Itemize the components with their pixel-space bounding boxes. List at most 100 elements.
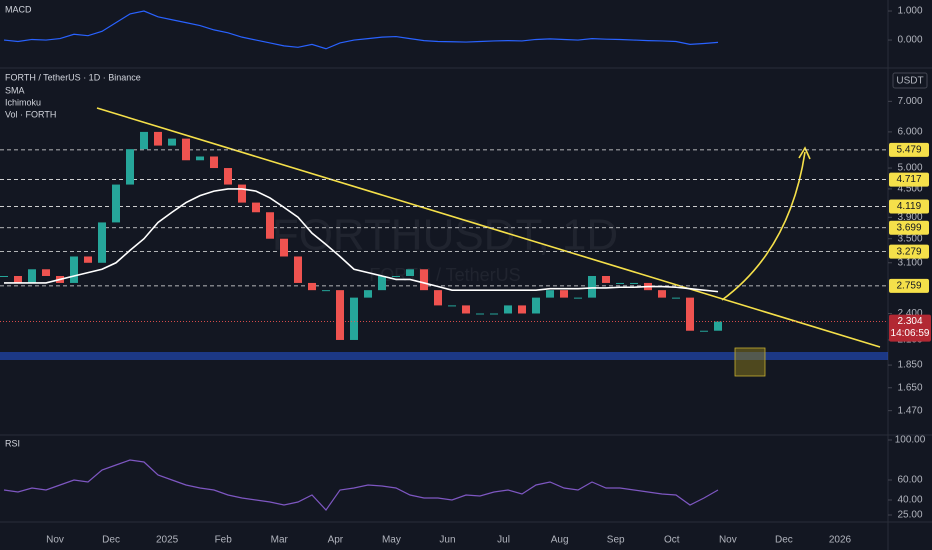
candle (238, 184, 246, 203)
level-label: 3.279 (896, 246, 921, 257)
candle (70, 256, 78, 283)
candle (210, 156, 218, 169)
y-tick-label: 40.00 (897, 495, 922, 506)
candle (98, 222, 106, 263)
trendline (96, 107, 881, 348)
candle (308, 282, 316, 291)
level-label: 5.479 (896, 145, 921, 156)
level-label-bg (889, 278, 929, 293)
y-tick-label: 1.850 (897, 360, 922, 371)
level-label: 2.759 (896, 281, 921, 292)
candle (700, 330, 708, 332)
currency-label: USDT (896, 76, 923, 87)
level-label: 4.119 (897, 201, 922, 212)
candle (140, 131, 148, 150)
last-price-label: 2.304 (897, 316, 922, 327)
arrow-head (798, 146, 811, 160)
x-tick-label: Jul (497, 535, 510, 546)
candle (224, 168, 232, 185)
candle (504, 305, 512, 314)
level-label-bg (889, 244, 929, 259)
indicator-label: SMA (5, 85, 25, 95)
candle (28, 269, 36, 283)
cloud-projection (734, 347, 766, 377)
candle (672, 297, 680, 299)
candle (182, 138, 190, 161)
candle (350, 297, 358, 340)
candle (392, 275, 400, 277)
x-tick-label: Aug (551, 535, 569, 546)
level-label: 4.717 (896, 174, 921, 185)
y-tick-label: 1.470 (897, 405, 922, 416)
y-tick-label: 3.500 (897, 233, 922, 244)
candle (280, 238, 288, 257)
candle (448, 305, 456, 307)
currency-box (892, 72, 928, 89)
x-tick-label: Apr (328, 535, 344, 546)
x-tick-label: Dec (775, 535, 793, 546)
candle (546, 290, 554, 298)
candle (518, 305, 526, 314)
last-price-bg (889, 314, 931, 342)
level-label-bg (889, 220, 929, 235)
candle (154, 131, 162, 146)
candle (14, 275, 22, 283)
candle (364, 290, 372, 298)
projection-arrow (721, 151, 806, 301)
countdown-label: 14:06:59 (891, 328, 930, 339)
x-tick-label: May (382, 535, 401, 546)
candle (84, 256, 92, 263)
level-label-bg (889, 172, 929, 187)
indicator-label: Vol · FORTH (5, 109, 56, 119)
candle (574, 297, 582, 299)
indicator-line (3, 10, 719, 50)
y-tick-label: 0.000 (897, 35, 922, 46)
x-tick-label: Feb (215, 535, 233, 546)
candle (602, 275, 610, 283)
candle (420, 269, 428, 291)
candle (378, 275, 386, 291)
y-tick-label: 3.100 (897, 257, 922, 268)
level-label-bg (889, 142, 929, 157)
candle (294, 256, 302, 283)
candle (322, 290, 330, 292)
candle (532, 297, 540, 314)
candle (168, 138, 176, 146)
x-tick-label: Jun (439, 535, 455, 546)
support-zone (0, 352, 888, 360)
y-tick-label: 100.00 (895, 435, 926, 446)
y-tick-label: 1.000 (897, 6, 922, 17)
x-tick-label: 2026 (829, 535, 852, 546)
indicator-label: Ichimoku (5, 97, 41, 107)
candle (434, 290, 442, 306)
watermark-sub: FORTH / TetherUS (369, 265, 520, 285)
candle (42, 269, 50, 276)
candle (658, 290, 666, 298)
candle (126, 149, 134, 185)
level-label: 3.699 (896, 222, 921, 233)
rsi-title: RSI (5, 438, 20, 448)
candle (560, 290, 568, 298)
price-title: FORTH / TetherUS · 1D · Binance (5, 72, 141, 82)
x-tick-label: Mar (271, 535, 289, 546)
candle (266, 212, 274, 239)
y-tick-label: 4.500 (897, 184, 922, 195)
candle (616, 282, 624, 284)
macd-title: MACD (5, 4, 32, 14)
y-tick-label: 60.00 (897, 475, 922, 486)
y-tick-label: 1.650 (897, 382, 922, 393)
watermark: FORTHUSDT, 1D (272, 211, 618, 260)
x-tick-label: Oct (664, 535, 680, 546)
candle (196, 156, 204, 161)
indicator-line (3, 459, 719, 511)
sma-line (4, 188, 719, 293)
x-tick-label: 2025 (156, 535, 179, 546)
candle (686, 297, 694, 331)
y-tick-label: 7.000 (897, 96, 922, 107)
candle (588, 275, 596, 298)
candle (490, 313, 498, 315)
y-tick-label: 2.400 (897, 308, 922, 319)
candle (714, 321, 722, 331)
x-tick-label: Dec (102, 535, 120, 546)
